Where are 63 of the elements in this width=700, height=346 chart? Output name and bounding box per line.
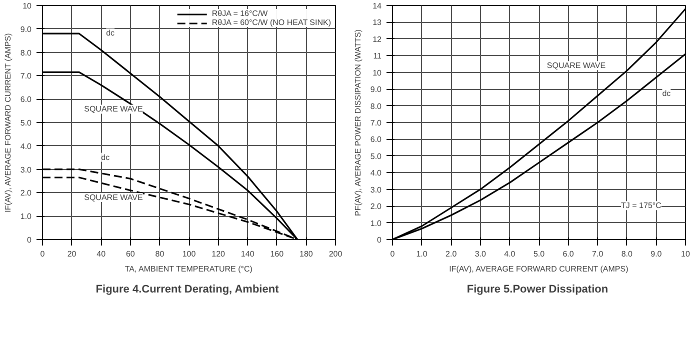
y-tick-label: 5.0 [370, 152, 382, 161]
x-tick-label: 0 [390, 250, 396, 258]
x-tick-label: 3.0 [474, 250, 487, 258]
x-tick-label: 60 [126, 250, 136, 258]
y-tick-label: 4.0 [20, 142, 32, 151]
x-tick-label: 0 [40, 250, 46, 258]
x-tick-label: 100 [182, 250, 196, 258]
x-tick-label: 180 [300, 250, 314, 258]
legend-label: RθJA = 16°C/W [212, 9, 268, 18]
y-tick-label: 7.0 [20, 72, 32, 81]
y-tick-label: 10 [372, 68, 382, 78]
x-tick-label: 1.0 [416, 250, 428, 258]
text: Figure 4.Current Derating, Ambient [96, 284, 280, 296]
x-tick-label: 4.0 [504, 250, 516, 258]
y-tick-label: 2.0 [20, 188, 32, 198]
x-tick-label: 40 [96, 250, 106, 258]
y-tick-label: 1.0 [20, 212, 32, 222]
y-tick-label: 3.0 [370, 185, 382, 194]
x-tick-label: 2.0 [446, 250, 458, 258]
x-tick-label: 160 [270, 250, 284, 258]
y-tick-label: 0 [377, 236, 382, 244]
y-tick-label: 6.0 [20, 95, 32, 104]
text: Figure 5.Power Dissipation [466, 284, 608, 296]
annotation: TJ = 175°C [621, 201, 662, 210]
y-axis-title: PF(AV), AVERAGE POWER DISSIPATION (WATTS) [353, 29, 362, 216]
y-tick-label: 3.0 [20, 165, 32, 174]
x-tick-label: 5.0 [533, 250, 546, 258]
x-tick-label: 20 [67, 250, 77, 258]
y-tick-label: 2.0 [370, 202, 382, 212]
annotation: SQUARE WAVE [546, 61, 606, 70]
y-tick-label: 10 [22, 2, 32, 10]
y-tick-label: 9.0 [20, 24, 32, 34]
x-tick-label: 120 [212, 250, 226, 258]
x-tick-label: 9.0 [650, 250, 662, 258]
y-tick-label: 4.0 [370, 168, 382, 178]
x-tick-label: 200 [328, 250, 343, 258]
y-tick-label: 9.0 [370, 85, 382, 94]
y-tick-label: 14 [372, 2, 382, 10]
legend-label: RθJA = 60°C/W (NO HEAT SINK) [212, 18, 331, 27]
y-tick-label: 11 [373, 52, 382, 61]
x-tick-label: 6.0 [562, 250, 574, 258]
y-tick-label: 12 [372, 34, 382, 44]
x-tick-label: 8.0 [621, 250, 634, 258]
x-tick-label: 10 [681, 250, 690, 258]
y-tick-label: 8.0 [20, 48, 32, 58]
y-tick-label: 0 [27, 236, 32, 244]
x-axis-title: IF(AV), AVERAGE FORWARD CURRENT (AMPS) [449, 264, 629, 274]
annotation: dc [101, 152, 110, 162]
x-axis-title: TA, AMBIENT TEMPERATURE (°C) [124, 264, 253, 274]
y-tick-label: 13 [372, 18, 382, 28]
annotation: SQUARE WAVE [84, 192, 143, 202]
annotation: dc [106, 28, 115, 38]
y-tick-label: 6.0 [370, 135, 382, 144]
y-axis-title: IF(AV), AVERAGE FORWARD CURRENT (AMPS) [3, 32, 12, 212]
annotation: SQUARE WAVE [84, 104, 143, 114]
y-tick-label: 1.0 [370, 218, 382, 228]
x-tick-label: 80 [155, 250, 165, 258]
x-tick-label: 140 [240, 250, 255, 258]
y-tick-label: 5.0 [20, 118, 32, 128]
annotation: dc [662, 88, 671, 98]
x-tick-label: 7.0 [592, 250, 604, 258]
y-tick-label: 8.0 [370, 102, 382, 111]
y-tick-label: 7.0 [370, 118, 382, 128]
